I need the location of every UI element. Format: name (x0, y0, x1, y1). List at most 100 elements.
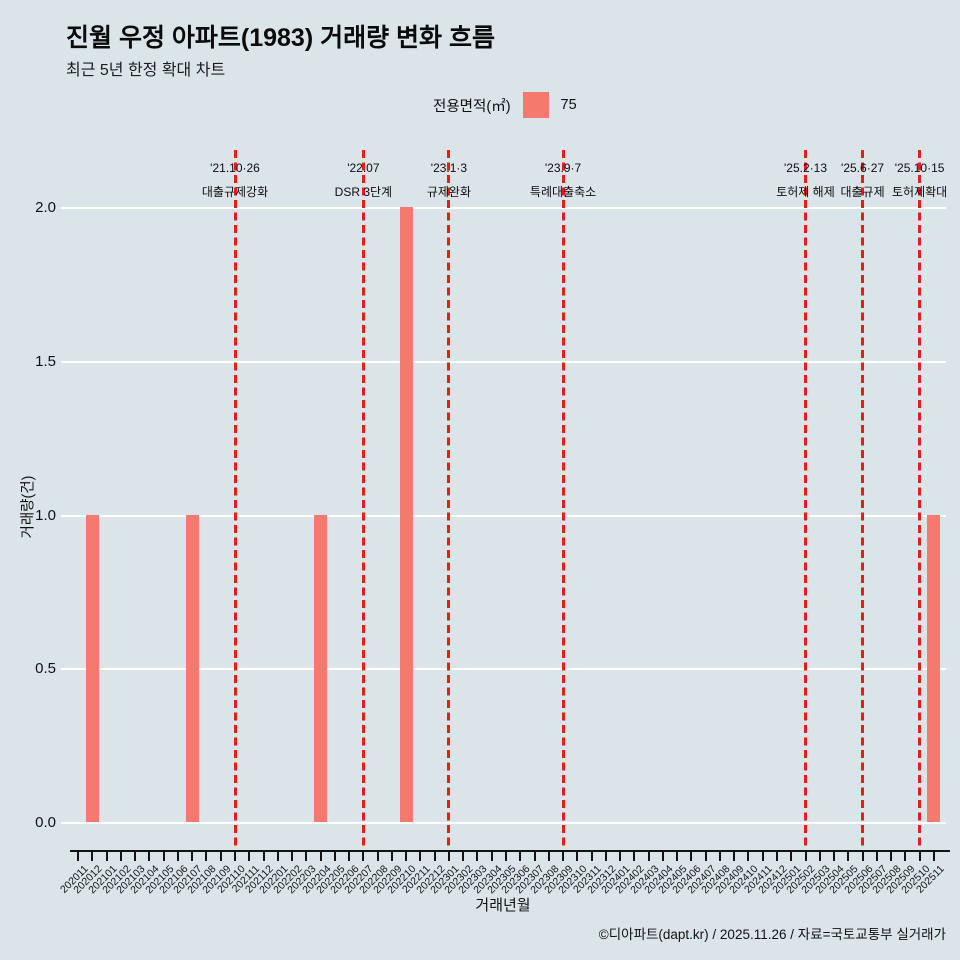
x-tick (547, 852, 550, 861)
x-tick (932, 852, 935, 861)
x-tick (134, 852, 137, 861)
gridline-1.5 (71, 360, 946, 363)
event-line-202510 (918, 150, 922, 849)
event-label: 토허제 해제 (776, 185, 835, 199)
x-tick (319, 852, 322, 861)
event-date: '25.10·15 (894, 161, 945, 175)
x-tick (333, 852, 336, 861)
x-tick (376, 852, 379, 861)
x-axis-line (70, 850, 950, 852)
x-tick (447, 852, 450, 861)
x-tick (918, 852, 921, 861)
x-tick (761, 852, 764, 861)
x-tick (405, 852, 408, 861)
y-tick-label: 0.0 (35, 814, 56, 831)
x-tick (576, 852, 579, 861)
x-tick (676, 852, 679, 861)
x-tick (91, 852, 94, 861)
event-label: 대출규제 (840, 185, 885, 199)
x-tick (505, 852, 507, 861)
x-tick (348, 852, 351, 861)
gridline-2.0 (71, 207, 946, 209)
x-tick (390, 852, 393, 861)
legend-swatch (522, 92, 549, 118)
bar-202012 (85, 514, 99, 822)
event-line-202301 (447, 150, 451, 849)
x-tick (191, 852, 194, 861)
x-tick (476, 852, 479, 861)
legend-title: 전용면적(㎡) (433, 98, 511, 115)
page-title: 진월 우정 아파트(1983) 거래량 변화 흐름 (66, 24, 495, 52)
event-line-202110 (233, 150, 237, 849)
x-tick (433, 852, 436, 861)
page-subtitle: 최근 5년 한정 확대 차트 (66, 62, 226, 79)
y-tick-label: 2.0 (35, 199, 56, 216)
event-date: '21.10·26 (210, 161, 260, 175)
event-date: '25.6·27 (841, 161, 885, 175)
legend-entry-label: 75 (560, 97, 577, 113)
x-tick (661, 852, 664, 861)
x-tick (533, 852, 536, 861)
event-line-202309 (561, 150, 565, 849)
x-tick (904, 852, 907, 861)
x-tick (519, 852, 522, 861)
x-tick (690, 852, 693, 861)
x-tick (718, 852, 721, 861)
x-tick (234, 852, 237, 861)
bar-202204 (314, 514, 328, 822)
x-axis-title: 거래년월 (475, 897, 531, 914)
x-tick (305, 852, 308, 861)
y-tick-label: 1.0 (35, 506, 56, 524)
x-tick (833, 852, 836, 861)
event-date: '23.9·7 (544, 161, 582, 175)
x-tick (462, 852, 465, 861)
x-tick (775, 852, 778, 861)
x-tick (148, 852, 151, 861)
x-tick (633, 852, 636, 861)
x-tick (490, 852, 493, 861)
gridline-0.0 (71, 822, 946, 824)
x-tick (747, 852, 750, 861)
event-label: 대출규제강화 (201, 185, 269, 199)
event-label: 토허제확대 (891, 185, 948, 199)
x-tick (604, 852, 607, 861)
gridline-1.0 (71, 514, 946, 517)
y-tick (61, 668, 71, 671)
legend: 전용면적(㎡) 75 (433, 92, 577, 118)
y-tick-label: 1.5 (35, 352, 56, 370)
x-tick (790, 852, 793, 861)
event-line-202207 (361, 150, 365, 849)
x-tick (861, 852, 864, 861)
event-label: DSR 3단계 (334, 185, 393, 199)
x-tick (590, 852, 593, 861)
x-tick (647, 852, 650, 861)
x-tick (276, 852, 279, 861)
event-label: 특례대출축소 (529, 185, 597, 199)
bar-202210 (399, 207, 413, 822)
bar-202511 (927, 514, 941, 822)
event-label: 규제완화 (426, 185, 472, 199)
x-tick (119, 852, 122, 861)
footer-credit: ©디아파트(dapt.kr) / 2025.11.26 / 자료=국토교통부 실… (598, 927, 946, 942)
x-tick (291, 852, 294, 861)
x-tick (818, 852, 821, 861)
x-tick (262, 852, 265, 861)
x-tick (804, 852, 807, 861)
x-tick (248, 852, 251, 861)
x-tick (219, 852, 222, 861)
x-tick (77, 852, 80, 861)
x-tick (162, 852, 165, 861)
event-line-202506 (861, 150, 865, 849)
gridline-0.5 (71, 668, 946, 671)
event-date: '23.1·3 (430, 161, 468, 175)
x-tick (362, 852, 365, 861)
x-tick (733, 852, 736, 861)
event-date: '22.07 (347, 161, 380, 175)
y-tick-label: 0.5 (35, 660, 56, 678)
x-tick (105, 852, 108, 861)
x-tick (847, 852, 850, 861)
x-tick (875, 852, 878, 861)
y-tick (61, 207, 71, 209)
